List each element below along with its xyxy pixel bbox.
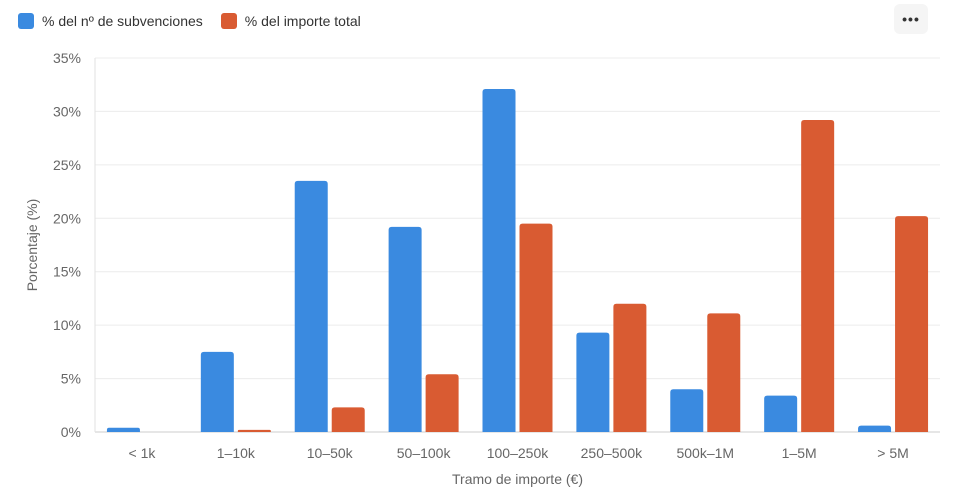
bar-importe <box>237 429 271 432</box>
bar-subvenciones <box>106 427 140 432</box>
bar-subvenciones <box>764 395 798 432</box>
legend-item-subvenciones[interactable]: % del nº de subvenciones <box>18 13 203 29</box>
x-tick-label: < 1k <box>129 445 157 461</box>
chart-menu-button[interactable]: ••• <box>894 4 928 34</box>
bar-subvenciones <box>482 88 516 432</box>
y-tick-label: 30% <box>53 103 81 119</box>
bar-subvenciones <box>858 425 892 432</box>
y-axis-title: Porcentaje (%) <box>24 199 40 292</box>
legend-item-importe[interactable]: % del importe total <box>220 13 361 29</box>
x-tick-label: 250–500k <box>581 445 644 461</box>
x-tick-label: 100–250k <box>487 445 550 461</box>
bar-importe <box>895 216 929 432</box>
x-tick-label: 10–50k <box>307 445 354 461</box>
x-tick-label: 50–100k <box>397 445 452 461</box>
y-tick-label: 25% <box>53 157 81 173</box>
y-tick-label: 0% <box>61 424 81 440</box>
y-tick-label: 35% <box>53 50 81 66</box>
x-axis-title: Tramo de importe (€) <box>452 471 583 487</box>
bar-importe <box>519 223 553 432</box>
bar-importe <box>425 374 459 432</box>
legend-label-importe: % del importe total <box>244 13 361 29</box>
bar-importe <box>331 407 365 432</box>
bar-subvenciones <box>670 389 704 432</box>
bar-importe <box>801 119 835 432</box>
legend-swatch-importe <box>220 13 237 29</box>
y-tick-label: 20% <box>53 210 81 226</box>
y-tick-label: 5% <box>61 371 81 387</box>
bar-subvenciones <box>294 180 328 432</box>
legend-swatch-subvenciones <box>18 13 34 29</box>
x-tick-label: 1–5M <box>782 445 817 461</box>
x-tick-label: 1–10k <box>217 445 256 461</box>
x-tick-label: > 5M <box>877 445 909 461</box>
chart-legend: % del nº de subvenciones % del importe t… <box>18 10 361 32</box>
bar-subvenciones <box>576 332 610 432</box>
bar-importe <box>613 303 647 432</box>
bar-subvenciones <box>200 351 234 432</box>
legend-label-subvenciones: % del nº de subvenciones <box>42 13 203 29</box>
more-horizontal-icon: ••• <box>902 11 920 27</box>
y-tick-label: 15% <box>53 264 81 280</box>
y-tick-label: 10% <box>53 317 81 333</box>
bar-importe <box>707 313 741 432</box>
bar-subvenciones <box>388 226 422 432</box>
x-tick-label: 500k–1M <box>676 445 734 461</box>
